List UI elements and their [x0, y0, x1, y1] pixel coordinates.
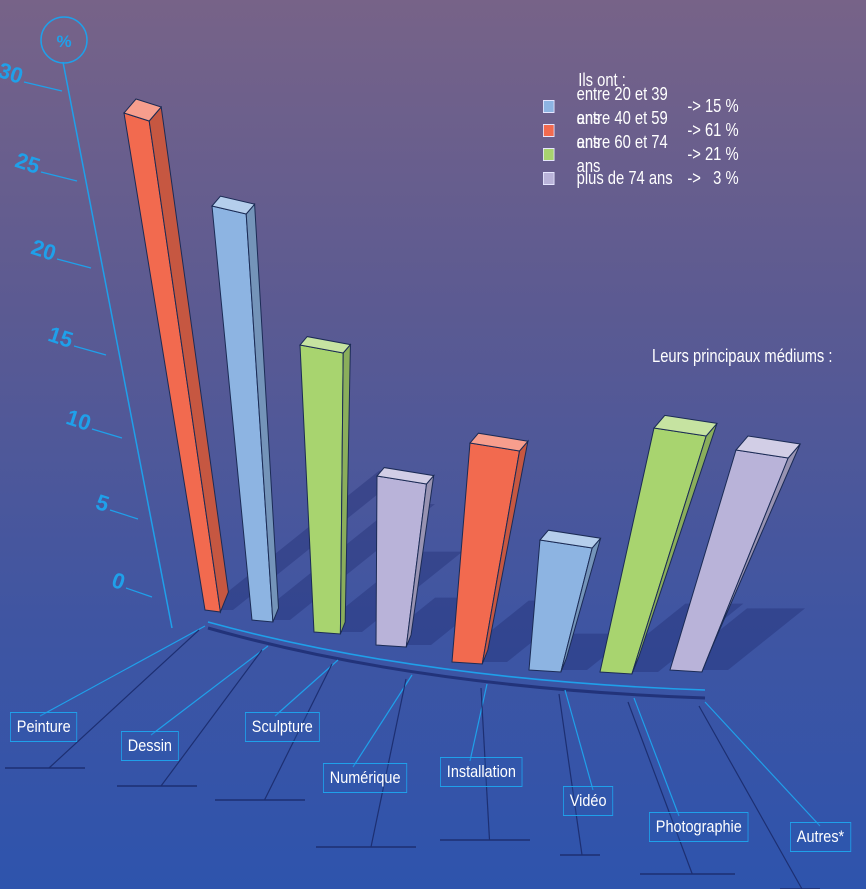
- category-label: Peinture: [10, 712, 78, 742]
- y-tick: [91, 428, 123, 439]
- bar-dessin: [211, 195, 280, 623]
- category-label: Numérique: [323, 763, 408, 793]
- leader-shadow: [627, 701, 693, 875]
- legend-item: entre 40 et 59 ans -> 61 %: [543, 108, 789, 152]
- unit-circle: [40, 16, 88, 64]
- legend-item-value: -> 3 %: [687, 168, 739, 188]
- legend-item: entre 60 et 74 ans -> 21 %: [543, 132, 789, 176]
- y-tick-label: 20: [28, 234, 59, 265]
- leader-line: [352, 674, 413, 768]
- legend-swatch: [543, 99, 555, 113]
- y-tick-label: 10: [63, 404, 94, 435]
- legend-item-value: -> 15 %: [687, 96, 739, 116]
- y-tick-label: 15: [45, 321, 76, 352]
- bar-numrique: [375, 467, 435, 648]
- bar-photographie: [599, 414, 718, 675]
- legend-item-value: -> 61 %: [687, 120, 739, 140]
- bar-peinture: [123, 98, 229, 614]
- bar-top: [735, 435, 802, 459]
- category-label: Sculpture: [245, 712, 320, 742]
- leader-shadow: [48, 629, 200, 769]
- leader-shadow: [160, 649, 263, 787]
- category-label: Dessin: [121, 731, 179, 761]
- bar-side: [148, 105, 229, 614]
- bars: [123, 98, 802, 675]
- legend-title: Ils ont :: [578, 70, 626, 90]
- bar-top: [299, 336, 352, 354]
- bar-top: [539, 529, 602, 549]
- legend-swatch: [543, 147, 555, 161]
- leader-line: [633, 697, 680, 817]
- y-axis-line: [62, 61, 173, 629]
- baseline: [207, 621, 706, 700]
- leader-line: [564, 689, 594, 791]
- bar-top: [653, 414, 718, 437]
- leader-line: [39, 625, 206, 717]
- y-tick-label: 5: [93, 489, 112, 517]
- leader-shadow: [558, 693, 583, 856]
- leader-line: [704, 701, 821, 827]
- bar-sculpture: [299, 336, 352, 635]
- y-tick-label: 30: [0, 57, 26, 88]
- category-leaders: [5, 625, 821, 889]
- bar-installation: [451, 432, 529, 665]
- y-tick-label: 25: [12, 147, 43, 178]
- leader-line: [469, 683, 488, 762]
- bar-top: [376, 467, 435, 485]
- legend-item-value: -> 21 %: [687, 144, 739, 164]
- legend-item: entre 20 et 39 ans -> 15 %: [543, 84, 789, 128]
- bar-autres: [669, 435, 802, 673]
- y-tick: [109, 509, 139, 520]
- y-tick: [73, 345, 107, 356]
- legend-swatch: [543, 171, 555, 185]
- legend-item-label: entre 60 et 74 ans: [576, 132, 668, 176]
- leader-line: [274, 659, 339, 717]
- bar-top: [211, 195, 256, 215]
- category-label: Autres*: [790, 822, 851, 852]
- y-tick: [125, 587, 153, 598]
- baseline-arc: [207, 621, 706, 691]
- bar-top: [123, 98, 163, 122]
- category-label: Installation: [440, 757, 523, 787]
- legend-item: plus de 74 ans -> 3 %: [543, 166, 789, 190]
- baseline-shadow: [207, 626, 706, 700]
- legend: Ils ont : entre 20 et 39 ans -> 15 % ent…: [543, 68, 789, 190]
- legend-swatch: [543, 123, 555, 137]
- y-axis-unit: %: [56, 32, 71, 51]
- y-tick: [40, 171, 78, 182]
- bar-top: [469, 432, 529, 452]
- category-label: Photographie: [649, 812, 749, 842]
- bar-vido: [528, 529, 602, 673]
- leader-shadow: [698, 705, 803, 889]
- legend-item-label: entre 20 et 39 ans: [576, 84, 668, 128]
- y-tick: [56, 258, 92, 269]
- leader-shadow: [480, 687, 491, 841]
- y-tick-label: 0: [109, 567, 128, 595]
- y-tick: [23, 81, 63, 92]
- chart-subtitle: Leurs principaux médiums :: [652, 346, 833, 366]
- category-label: Vidéo: [563, 786, 614, 816]
- legend-item-label: plus de 74 ans: [576, 168, 673, 188]
- leader-line: [150, 645, 269, 736]
- legend-item-label: entre 40 et 59 ans: [576, 108, 668, 152]
- leader-shadow: [263, 663, 333, 801]
